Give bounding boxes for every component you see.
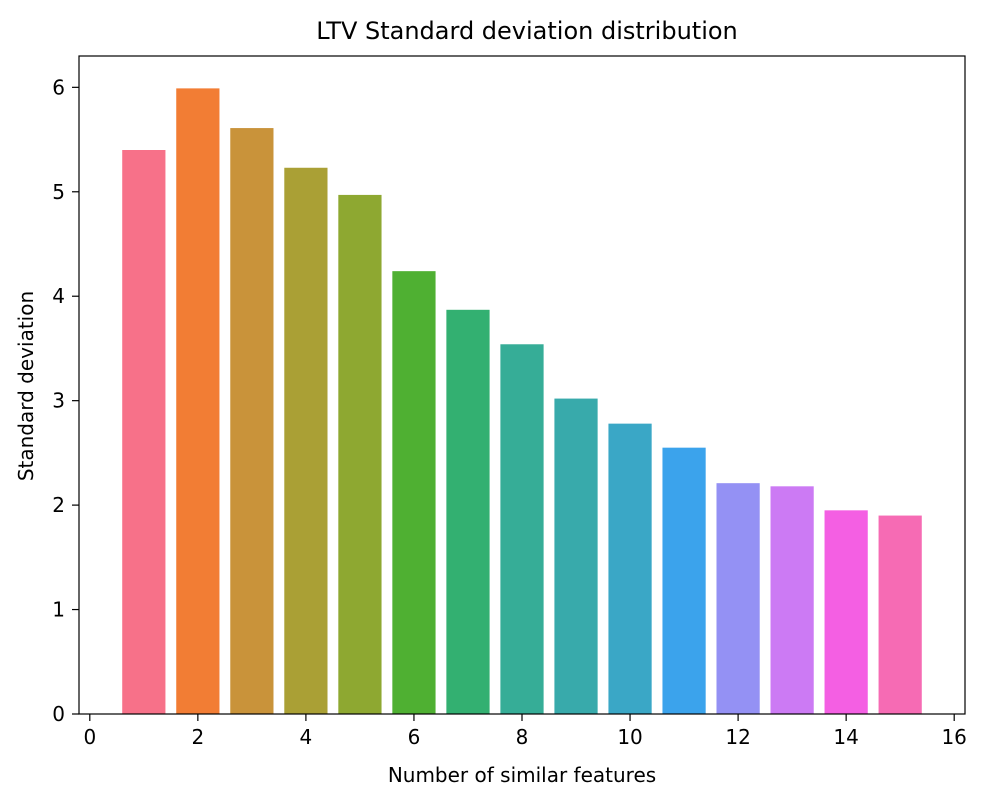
y-tick-label: 1	[52, 598, 65, 622]
x-axis-ticks: 0 2 4 6 8 10 12 14 16	[83, 714, 967, 749]
y-tick-label: 5	[52, 180, 65, 204]
chart-title: LTV Standard deviation distribution	[316, 17, 738, 45]
x-axis-label: Number of similar features	[388, 763, 656, 787]
y-tick-label: 0	[52, 702, 65, 726]
bar-2	[176, 88, 220, 714]
bar-5	[338, 194, 382, 714]
x-tick-label: 10	[617, 725, 642, 749]
x-tick-label: 0	[83, 725, 96, 749]
bar-4	[284, 167, 328, 714]
bars-group	[122, 88, 922, 714]
y-tick-label: 3	[52, 389, 65, 413]
y-tick-label: 4	[52, 284, 65, 308]
bar-6	[392, 271, 436, 714]
x-tick-label: 4	[300, 725, 313, 749]
y-tick-label: 6	[52, 75, 65, 99]
bar-13	[770, 486, 814, 714]
bar-9	[554, 398, 598, 714]
bar-7	[446, 309, 490, 714]
bar-11	[662, 447, 706, 714]
x-tick-label: 2	[191, 725, 204, 749]
bar-1	[122, 150, 166, 714]
bar-10	[608, 423, 652, 714]
x-tick-label: 14	[833, 725, 858, 749]
x-tick-label: 8	[516, 725, 529, 749]
bar-15	[878, 515, 922, 714]
y-tick-label: 2	[52, 493, 65, 517]
bar-3	[230, 128, 274, 714]
y-axis-ticks: 0 1 2 3 4 5 6	[52, 75, 79, 726]
bar-12	[716, 483, 760, 714]
y-axis-label: Standard deviation	[14, 291, 38, 481]
bar-14	[824, 510, 868, 714]
x-tick-label: 16	[941, 725, 966, 749]
bar-8	[500, 344, 544, 714]
x-tick-label: 6	[408, 725, 421, 749]
x-tick-label: 12	[725, 725, 750, 749]
